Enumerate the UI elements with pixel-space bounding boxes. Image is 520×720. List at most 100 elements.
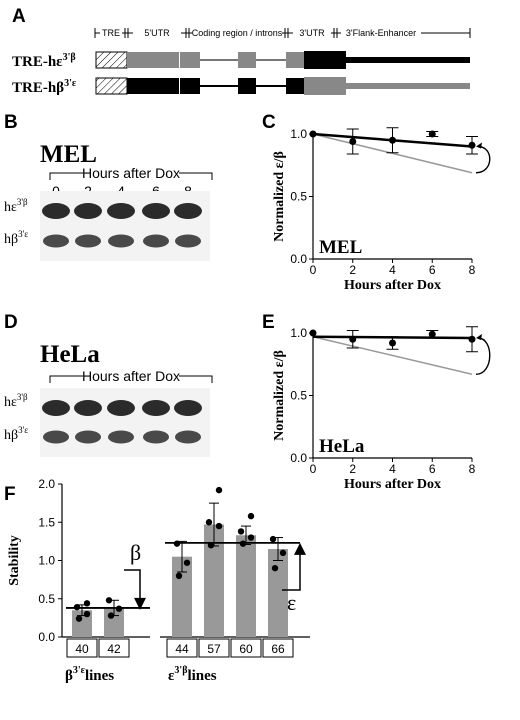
y-axis-title: Normalized ε/β: [272, 151, 287, 242]
replicate-point: [175, 572, 183, 579]
gel-band-upper: [107, 400, 135, 416]
panel-label-d: D: [4, 312, 18, 333]
chart-cell-label: MEL: [319, 237, 362, 258]
bar: [268, 549, 288, 637]
data-point: [309, 329, 317, 337]
panel-label-a: A: [12, 6, 26, 27]
gel-band-upper: [42, 400, 70, 416]
chart-f-stability: 0.0 0.5 1.0 1.5 2.0 Stability 40 42 β3'εlines 44 5…: [7, 477, 310, 684]
gel-band-upper: [174, 400, 202, 416]
replicate-point: [237, 528, 245, 535]
y-tick-label: 1.5: [38, 515, 55, 529]
data-point: [309, 130, 317, 138]
gel-band-lower: [108, 430, 134, 444]
data-point: [428, 130, 436, 138]
gel-band-lower: [143, 430, 169, 444]
bar: [236, 535, 256, 637]
data-point: [468, 335, 476, 343]
y-tick-label: 0.0: [290, 451, 307, 465]
gel-background: [40, 388, 210, 457]
category-box: [262, 638, 294, 658]
region-coding-label: Coding region / introns: [192, 28, 283, 38]
x-tick-label: 6: [429, 263, 436, 277]
x-axis-title: Hours after Dox: [344, 278, 441, 293]
gel-band-upper: [74, 203, 102, 219]
replicate-point: [279, 549, 287, 557]
shift-arrow: [475, 145, 491, 174]
panel-label-f: F: [4, 484, 16, 505]
gel-band-lower: [108, 234, 134, 248]
category-box: [230, 638, 262, 658]
gel-band-lower: [143, 234, 169, 248]
annotation-beta: β: [130, 540, 141, 565]
category-label: 42: [107, 642, 121, 656]
region-3utr-label: 3'UTR: [299, 28, 325, 38]
y-tick-label: 0.0: [38, 630, 55, 644]
construct-map-hb3e: [95, 77, 470, 95]
x-tick-label: 0: [310, 462, 317, 476]
replicate-point: [75, 615, 83, 622]
group-label: β3'εlines: [65, 665, 114, 684]
gel-mel-band-label-upper: hε3'β: [4, 197, 28, 215]
region-tre-label: TRE: [102, 28, 120, 38]
region-3flank-label: 3'Flank-Enhancer: [346, 28, 416, 38]
expected-decay-line: [312, 336, 473, 375]
replicate-point: [105, 597, 113, 604]
x-tick-label: 6: [429, 462, 436, 476]
gel-mel-image: [40, 191, 210, 261]
gel-band-upper: [74, 400, 102, 416]
category-label: 66: [271, 642, 285, 656]
gel-band-lower: [75, 430, 101, 444]
replicate-point: [205, 519, 213, 526]
y-tick-label: 2.0: [38, 477, 55, 491]
gel-hela-band-label-upper: hε3'β: [4, 392, 28, 410]
replicate-point: [269, 535, 277, 543]
data-point: [349, 335, 357, 343]
replicate-point: [183, 559, 191, 566]
x-tick-label: 2: [349, 462, 356, 476]
category-label: 44: [175, 642, 189, 656]
y-tick-label: 0.5: [290, 389, 307, 403]
panel-label-b: B: [4, 112, 18, 133]
category-label: 40: [75, 642, 89, 656]
data-point: [389, 136, 396, 144]
region-5utr-label: 5'UTR: [144, 28, 170, 38]
y-tick-label: 0.5: [290, 190, 307, 204]
chart-c-mel: 0.0 0.5 1.0 0 2 4 6 8 Hours after Dox Normalized …: [272, 127, 491, 293]
y-tick-label: 1.0: [38, 554, 55, 568]
replicate-point: [271, 564, 279, 572]
construct-map-he3b: [95, 51, 470, 69]
gel-mel-header: Hours after Dox: [82, 165, 180, 181]
x-tick-label: 4: [389, 462, 396, 476]
x-axis-title: Hours after Dox: [344, 477, 441, 492]
construct-label-hb3e: TRE-hβ3'ε: [12, 78, 77, 96]
gel-mel-band-label-lower: hβ3'ε: [4, 229, 28, 247]
replicate-point: [83, 610, 91, 618]
replicate-point: [83, 600, 91, 607]
data-point: [468, 141, 476, 149]
panel-label-e: E: [262, 312, 275, 333]
y-axis-title: Stability: [7, 535, 22, 586]
gel-band-lower: [175, 234, 201, 248]
gel-band-upper: [107, 203, 135, 219]
gel-hela-band-label-lower: hβ3'ε: [4, 425, 28, 443]
gel-band-lower: [175, 430, 201, 444]
data-point: [349, 138, 357, 145]
replicate-point: [107, 612, 115, 619]
gel-background: [40, 191, 210, 261]
x-tick-label: 8: [469, 263, 476, 277]
y-axis-title: Normalized ε/β: [272, 350, 287, 441]
gel-hela-header: Hours after Dox: [82, 368, 180, 384]
x-tick-label: 4: [389, 263, 396, 277]
construct-label-he3b: TRE-hε3'β: [12, 52, 76, 70]
gel-hela-cell-label: HeLa: [40, 341, 100, 368]
beta-arrowhead: [134, 597, 146, 610]
category-label: 57: [207, 642, 221, 656]
panel-label-c: C: [262, 112, 276, 133]
category-box: [166, 638, 198, 658]
expected-decay-line: [312, 133, 473, 174]
x-tick-label: 0: [310, 263, 317, 277]
shift-arrow: [475, 337, 491, 375]
gel-band-lower: [43, 234, 69, 248]
gel-band-upper: [42, 203, 70, 219]
